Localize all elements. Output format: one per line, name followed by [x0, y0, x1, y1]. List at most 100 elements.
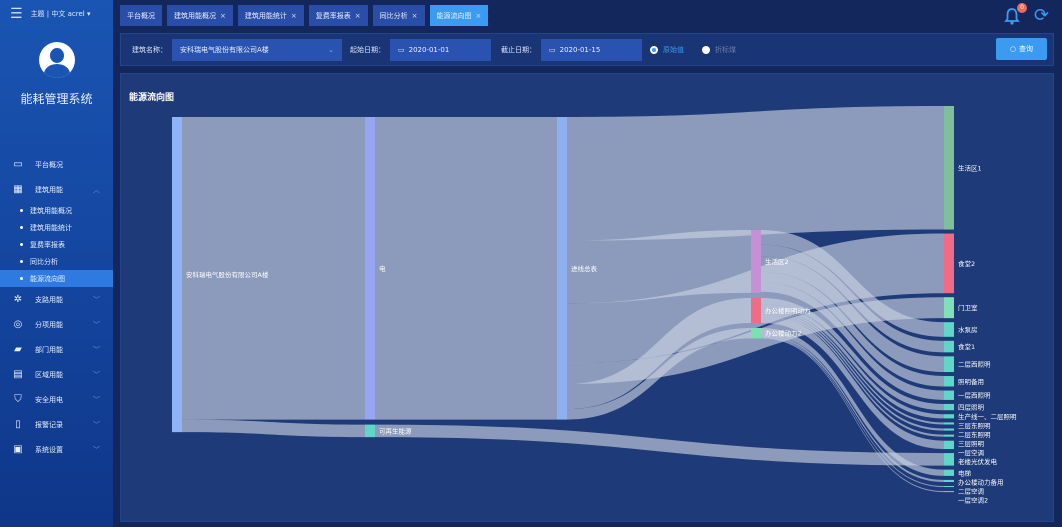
sankey-link[interactable] — [761, 314, 944, 450]
sidebar-item-label: 分项用能 — [35, 320, 63, 329]
query-button[interactable]: ○ 查询 — [996, 38, 1047, 60]
bell-icon[interactable] — [1004, 7, 1020, 25]
sankey-link[interactable] — [761, 304, 944, 419]
sankey-link[interactable] — [182, 117, 365, 420]
close-icon[interactable]: × — [411, 11, 418, 20]
sidebar-item[interactable]: ◎ 分项用能 ﹀ — [0, 312, 113, 337]
building-value: 安科瑞电气股份有限公司A楼 — [180, 45, 269, 54]
sankey-node[interactable] — [944, 297, 954, 319]
sankey-link[interactable] — [761, 334, 944, 483]
sidebar-item[interactable]: ▤ 区域用能 ﹀ — [0, 362, 113, 387]
sankey-link[interactable] — [761, 230, 944, 337]
sankey-link[interactable] — [567, 106, 944, 241]
sidebar-item[interactable]: ▰ 部门用能 ﹀ — [0, 337, 113, 362]
sankey-node[interactable] — [944, 340, 954, 353]
sankey-link[interactable] — [761, 256, 944, 373]
sidebar-subitem[interactable]: 复费率报表 — [0, 236, 113, 253]
sankey-node[interactable] — [365, 424, 375, 438]
refresh-icon[interactable]: ⟳ — [1034, 5, 1050, 26]
sankey-link[interactable] — [567, 230, 751, 304]
sankey-node[interactable] — [944, 414, 954, 419]
tab[interactable]: 复费率报表 × — [308, 5, 368, 26]
sidebar-subitem-label: 建筑用能统计 — [30, 223, 72, 232]
sidebar-item-label: 系统设置 — [35, 445, 63, 454]
user-name[interactable]: acrel — [67, 10, 85, 18]
tab[interactable]: 平台概况 — [120, 5, 162, 26]
close-icon[interactable]: × — [475, 11, 482, 20]
sankey-node[interactable] — [172, 117, 182, 433]
sidebar-subitem-label: 能源流向图 — [30, 274, 65, 283]
chevron-down-icon: ﹀ — [93, 445, 100, 454]
tab[interactable]: 能源流向图 × — [429, 5, 489, 26]
sankey-node[interactable] — [944, 390, 954, 400]
sankey-node[interactable] — [944, 376, 954, 387]
tab[interactable]: 同比分析 × — [372, 5, 425, 26]
radio-coal[interactable]: 折标煤 — [702, 45, 736, 55]
sankey-link[interactable] — [761, 312, 944, 437]
sankey-link[interactable] — [567, 327, 751, 420]
sankey-link[interactable] — [761, 336, 944, 488]
sankey-link[interactable] — [375, 117, 557, 420]
sankey-link[interactable] — [761, 297, 944, 411]
sankey-node[interactable] — [944, 106, 954, 230]
close-icon[interactable]: × — [290, 11, 297, 20]
sankey-link[interactable] — [761, 337, 944, 493]
sankey-node[interactable] — [944, 469, 954, 476]
sankey-link[interactable] — [761, 310, 944, 431]
sankey-node[interactable] — [944, 356, 954, 373]
sankey-node[interactable] — [365, 117, 375, 420]
menu-icon[interactable]: ☰ — [10, 6, 23, 22]
sidebar-item[interactable]: ▯ 报警记录 ﹀ — [0, 412, 113, 437]
sankey-link[interactable] — [761, 308, 944, 425]
sidebar-item[interactable]: ▣ 系统设置 ﹀ — [0, 437, 113, 462]
sidebar-subitem[interactable]: 建筑用能统计 — [0, 219, 113, 236]
close-icon[interactable]: × — [354, 11, 361, 20]
sankey-node[interactable] — [944, 440, 954, 450]
sidebar-subitem[interactable]: 同比分析 — [0, 253, 113, 270]
sankey-link[interactable] — [375, 424, 944, 466]
tab[interactable]: 建筑用能统计 × — [237, 5, 304, 26]
end-date-input[interactable]: ▭ 2020-01-15 — [541, 38, 642, 61]
sankey-node[interactable] — [944, 486, 954, 488]
sankey-node[interactable] — [944, 233, 954, 294]
sankey-link[interactable] — [761, 244, 944, 353]
sidebar-item[interactable]: ▭ 平台概况 — [0, 152, 113, 177]
sankey-node[interactable] — [944, 428, 954, 431]
sankey-node[interactable] — [751, 327, 761, 339]
sankey-node[interactable] — [944, 479, 954, 483]
sidebar-item[interactable]: ▦ 建筑用能 ︿ — [0, 177, 113, 202]
sankey-node-label: 二层空调 — [958, 486, 984, 495]
sankey-link[interactable] — [182, 419, 365, 438]
sankey-node[interactable] — [751, 230, 761, 293]
start-date-value: 2020-01-01 — [408, 45, 450, 54]
sidebar-item[interactable]: ✲ 支路用能 ﹀ — [0, 287, 113, 312]
sankey-node[interactable] — [944, 453, 954, 466]
sankey-node-label: 二层西照明 — [958, 361, 991, 369]
radio-raw[interactable]: 原始值 — [650, 45, 684, 55]
calendar-icon: ▭ — [549, 45, 556, 54]
close-icon[interactable]: × — [220, 11, 226, 20]
bullet-icon — [20, 277, 23, 280]
tab[interactable]: 建筑用能概况 × — [167, 5, 233, 26]
building-select[interactable]: 安科瑞电气股份有限公司A楼 ⌄ — [172, 38, 342, 61]
sankey-link[interactable] — [567, 297, 751, 410]
sidebar-subitem[interactable]: 建筑用能概况 — [0, 202, 113, 219]
sankey-node[interactable] — [944, 434, 954, 437]
sidebar: ☰ 主题 | 中文 acrel ▾ 能耗管理系统 ▭ 平台概况 ▦ 建筑用能 ︿ 建筑用能… — [0, 0, 113, 527]
sankey-node[interactable] — [751, 297, 761, 323]
sankey-node[interactable] — [944, 322, 954, 337]
sankey-link[interactable] — [761, 327, 944, 476]
sankey-link[interactable] — [761, 271, 944, 387]
sankey-node[interactable] — [944, 422, 954, 425]
sankey-node[interactable] — [944, 491, 954, 493]
start-date-input[interactable]: ▭ 2020-01-01 — [390, 38, 491, 61]
sidebar-subitem-label: 同比分析 — [30, 257, 58, 266]
sankey-link[interactable] — [761, 282, 944, 400]
sankey-node[interactable] — [944, 403, 954, 411]
lang-toggle[interactable]: 中文 — [51, 10, 66, 18]
theme-toggle[interactable]: 主题 — [30, 10, 45, 18]
sidebar-subitem[interactable]: 能源流向图 — [0, 270, 113, 287]
topbar-user[interactable]: 主题 | 中文 acrel ▾ — [30, 10, 91, 18]
sidebar-item[interactable]: ⛉ 安全用电 ﹀ — [0, 387, 113, 412]
sankey-node[interactable] — [557, 117, 567, 420]
